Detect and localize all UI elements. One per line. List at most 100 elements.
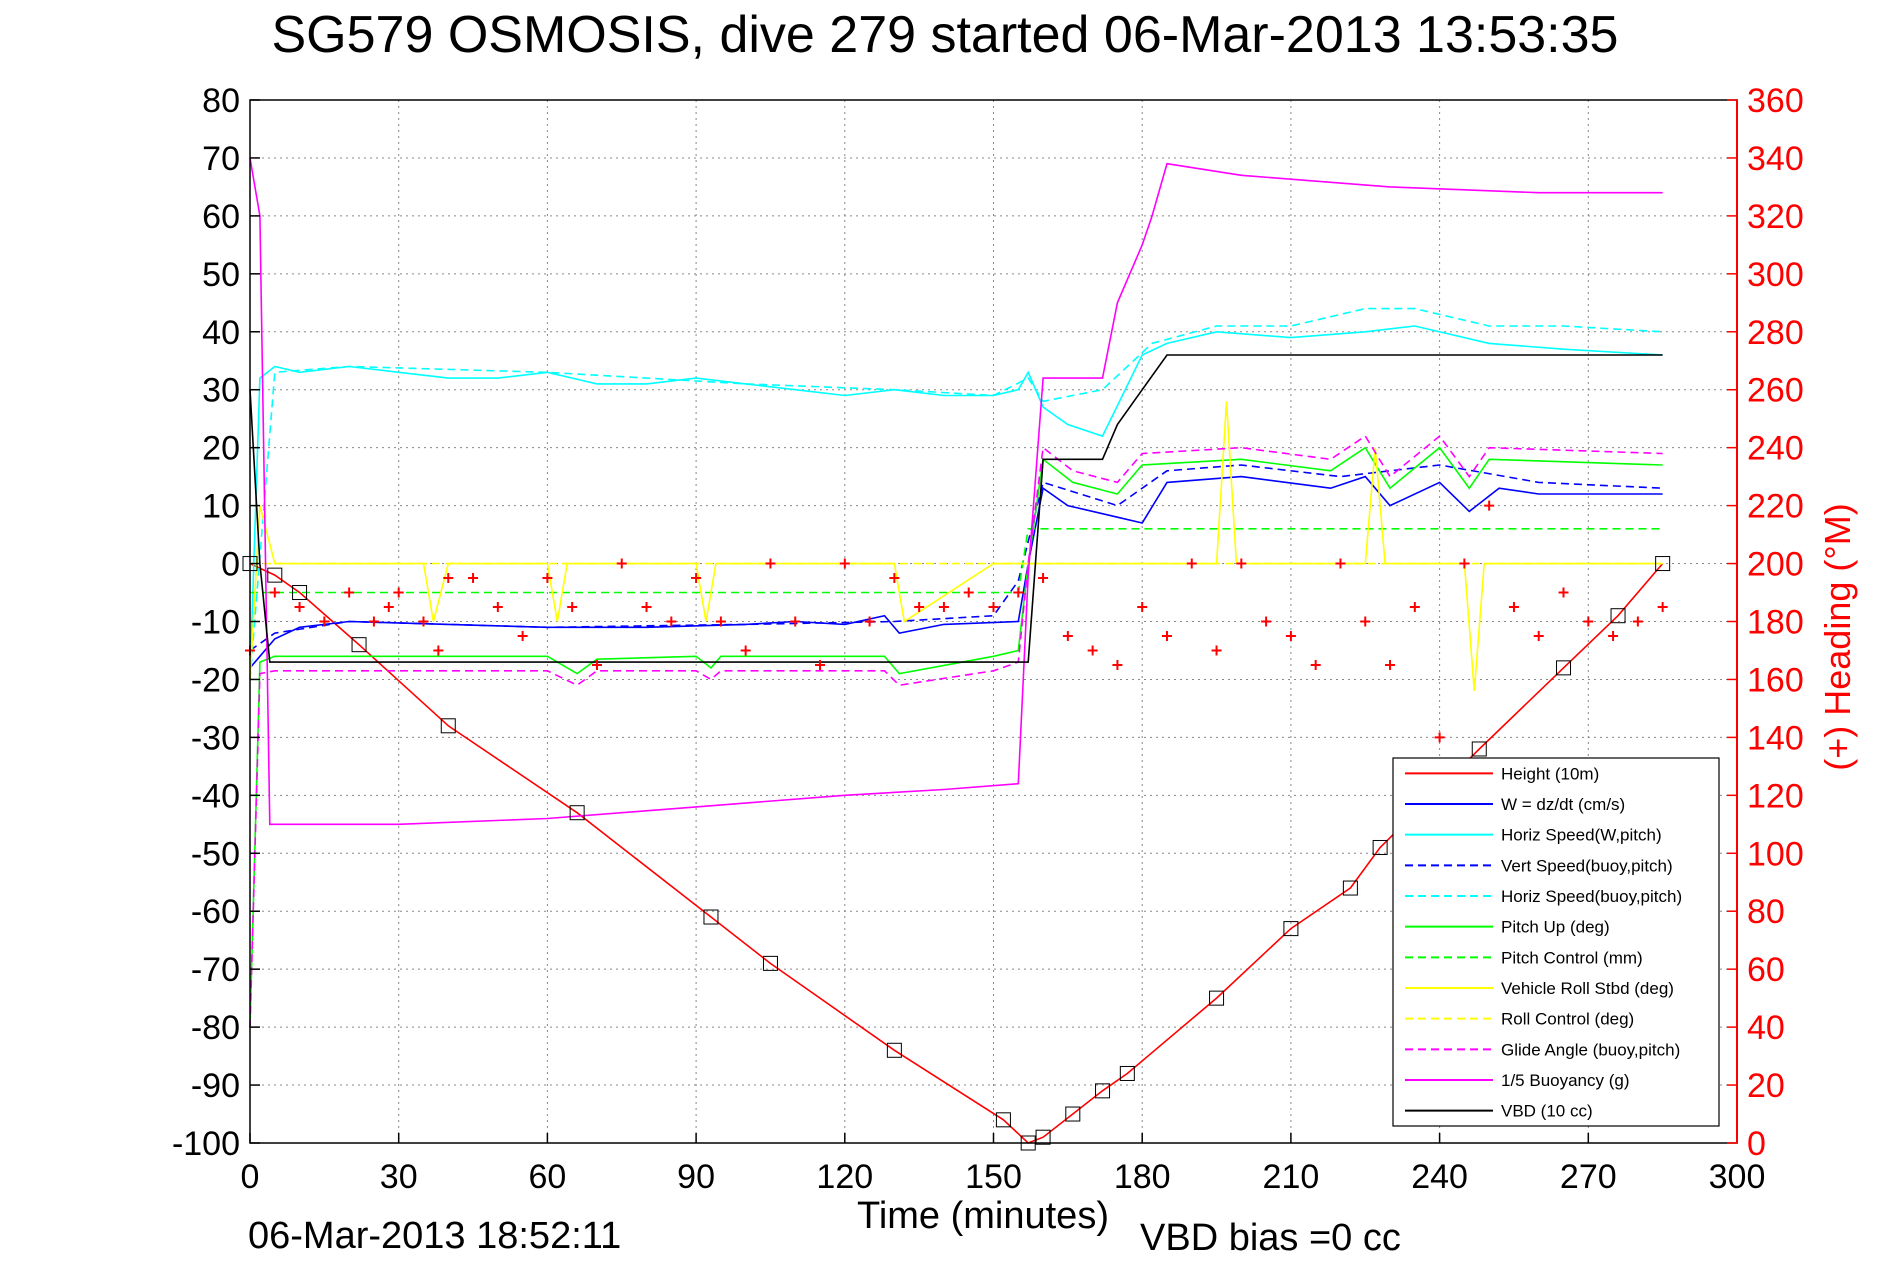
legend-label: VBD (10 cc): [1501, 1102, 1593, 1121]
heading-point: [691, 573, 702, 584]
height-marker: [1119, 1065, 1135, 1081]
y2-tick-label: 220: [1747, 488, 1804, 526]
y2-tick-label: 360: [1747, 82, 1804, 120]
series-line-11: [249, 157, 1663, 826]
heading-point: [1112, 659, 1123, 670]
heading-point: [938, 602, 949, 613]
legend-label: Roll Control (deg): [1501, 1010, 1634, 1029]
heading-point: [740, 645, 751, 656]
heading-point: [492, 602, 503, 613]
heading-point: [433, 645, 444, 656]
heading-point: [1360, 616, 1371, 627]
heading-point: [666, 616, 677, 627]
height-marker: [292, 585, 308, 601]
height-marker: [995, 1112, 1011, 1128]
heading-point: [344, 587, 355, 598]
y2-tick-label: 340: [1747, 140, 1804, 178]
heading-point: [1533, 630, 1544, 641]
y2-tick-label: 0: [1747, 1125, 1766, 1163]
heading-point: [790, 616, 801, 627]
series-line-12: [249, 354, 1663, 663]
heading-point: [542, 573, 553, 584]
heading-point: [715, 616, 726, 627]
height-marker: [886, 1042, 902, 1058]
heading-point: [889, 573, 900, 584]
heading-point: [1434, 732, 1445, 743]
legend-label: Horiz Speed(W,pitch): [1501, 826, 1662, 845]
x-tick-label: 270: [1560, 1158, 1617, 1196]
heading-point: [1657, 602, 1668, 613]
y-tick-label: 60: [202, 198, 240, 236]
y2-axis-label: (+) Heading (°M): [1817, 503, 1858, 770]
series-line-10: [249, 434, 1663, 1028]
heading-point: [1385, 659, 1396, 670]
legend-label: Pitch Up (deg): [1501, 918, 1610, 937]
x-axis-label: Time (minutes): [857, 1195, 1109, 1237]
height-marker: [1065, 1106, 1081, 1122]
y-tick-label: -40: [191, 777, 240, 815]
heading-point: [368, 616, 379, 627]
heading-point: [1161, 630, 1172, 641]
y-tick-label: -70: [191, 951, 240, 989]
vbd-bias-label: VBD bias =0 cc: [1140, 1217, 1401, 1259]
height-marker: [1372, 839, 1388, 855]
legend-label: Height (10m): [1501, 764, 1599, 783]
y2-tick-label: 40: [1747, 1009, 1785, 1047]
heading-point: [269, 587, 280, 598]
heading-point: [1013, 587, 1024, 598]
heading-point: [517, 630, 528, 641]
y2-tick-label: 240: [1747, 430, 1804, 468]
heading-point: [1236, 558, 1247, 569]
heading-point: [1137, 602, 1148, 613]
x-tick-label: 0: [241, 1158, 260, 1196]
heading-point: [1583, 616, 1594, 627]
height-marker: [1035, 1129, 1051, 1145]
height-marker: [703, 909, 719, 925]
heading-point: [1335, 558, 1346, 569]
y2-tick-label: 120: [1747, 777, 1804, 815]
y2-tick-label: 140: [1747, 719, 1804, 757]
heading-point: [988, 602, 999, 613]
heading-point: [839, 558, 850, 569]
heading-point: [418, 616, 429, 627]
y-tick-label: 40: [202, 314, 240, 352]
height-marker: [351, 637, 367, 653]
y-tick-label: -20: [191, 661, 240, 699]
y2-tick-label: 60: [1747, 951, 1785, 989]
y2-tick-label: 160: [1747, 661, 1804, 699]
heading-layer: [245, 500, 1668, 743]
heading-point: [383, 602, 394, 613]
y-tick-label: 30: [202, 372, 240, 410]
heading-point: [963, 587, 974, 598]
y-tick-label: 50: [202, 256, 240, 294]
heading-point: [567, 602, 578, 613]
heading-point: [815, 659, 826, 670]
axes: 0 30 60 90 120 150 180 210 240 270 300807060504030…: [172, 82, 1804, 1196]
heading-point: [1186, 558, 1197, 569]
y2-tick-label: 260: [1747, 372, 1804, 410]
heading-point: [1038, 573, 1049, 584]
heading-point: [1632, 616, 1643, 627]
legend-label: W = dz/dt (cm/s): [1501, 795, 1625, 814]
legend-label: Vert Speed(buoy,pitch): [1501, 856, 1673, 875]
heading-point: [1459, 558, 1470, 569]
series-line-3: [249, 325, 1663, 680]
heading-point: [914, 602, 925, 613]
y2-tick-label: 100: [1747, 835, 1804, 873]
chart-title: SG579 OSMOSIS, dive 279 started 06-Mar-2…: [272, 6, 1619, 64]
heading-point: [443, 573, 454, 584]
heading-point: [1484, 500, 1495, 511]
x-tick-label: 240: [1411, 1158, 1468, 1196]
legend-box: [1392, 757, 1720, 1127]
height-marker: [1095, 1083, 1111, 1099]
height-marker: [762, 955, 778, 971]
x-tick-label: 30: [380, 1158, 418, 1196]
y-tick-label: -100: [172, 1125, 240, 1163]
height-marker: [1610, 608, 1626, 624]
y2-tick-label: 300: [1747, 256, 1804, 294]
height-marker: [1209, 990, 1225, 1006]
y2-tick-label: 20: [1747, 1067, 1785, 1105]
legend-label: Pitch Control (mm): [1501, 948, 1643, 967]
y-tick-label: -50: [191, 835, 240, 873]
